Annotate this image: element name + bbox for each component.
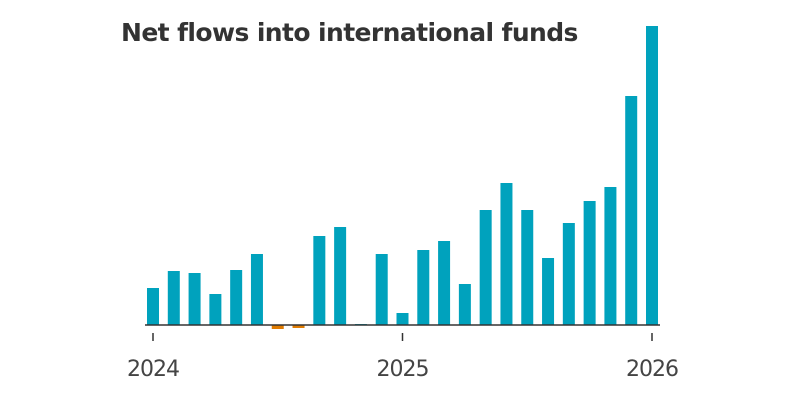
bar-2024-12 — [375, 254, 388, 325]
bar-2025-04 — [458, 284, 471, 325]
bar-2024-04 — [209, 294, 222, 325]
bar-2025-10 — [583, 201, 596, 325]
x-tick-label: 2026 — [626, 357, 678, 382]
bar-2024-08 — [292, 325, 305, 328]
bar-2024-02 — [167, 271, 180, 325]
bar-2024-10 — [334, 227, 347, 325]
bar-2025-01 — [396, 313, 409, 325]
bar-2024-07 — [271, 325, 284, 329]
bar-2024-09 — [313, 236, 326, 325]
bar-2025-02 — [417, 250, 430, 325]
bar-2024-01 — [147, 288, 159, 325]
bar-2025-06 — [500, 183, 513, 325]
bar-2025-07 — [521, 210, 534, 325]
bar-2024-06 — [250, 254, 263, 325]
bar-2025-03 — [438, 241, 451, 325]
chart-title: Net flows into international funds — [121, 18, 578, 47]
x-tick-label: 2024 — [127, 357, 179, 382]
bar-2025-12 — [625, 96, 638, 325]
bar-2025-09 — [562, 223, 575, 325]
bar-2024-05 — [230, 270, 243, 325]
bar-2024-03 — [188, 273, 201, 325]
bar-2026-01 — [646, 26, 658, 325]
x-tick-label: 2025 — [377, 357, 429, 382]
bar-2025-08 — [542, 258, 555, 325]
bar-2025-05 — [479, 210, 492, 325]
bar-2025-11 — [604, 187, 617, 325]
